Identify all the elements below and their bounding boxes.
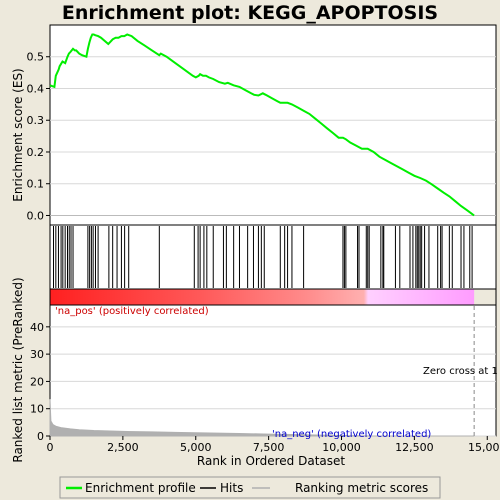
legend: Enrichment profile Hits Ranking metric s… [59,476,441,499]
metric-y-axis-label: Ranked list metric (PreRanked) [11,277,25,462]
rank-colorbar [49,288,497,306]
es-y-tick-label: 0.5 [27,51,45,64]
chart-title: Enrichment plot: KEGG_APOPTOSIS [62,2,438,24]
es-y-axis: 0.0 0.1 0.2 0.3 0.4 0.5 [27,51,50,222]
metric-y-tick-label: 40 [30,321,44,334]
x-axis: 0 2,500 5,000 7,500 10,000 12,500 15,000 [47,436,500,454]
neg-correlated-label: 'na_neg' (negatively correlated) [272,429,431,440]
es-panel: 0.0 0.1 0.2 0.3 0.4 0.5 Enrichment score (ES) [11,24,497,226]
es-y-tick-label: 0.2 [27,146,45,159]
hits-panel [49,224,497,290]
zero-cross-label: Zero cross at 1 [423,366,498,377]
metric-y-tick-label: 20 [30,375,44,388]
legend-box [59,476,441,499]
pos-correlated-label: 'na_pos' (positively correlated) [55,306,209,317]
es-y-tick-label: 0.3 [27,114,45,127]
x-tick-label: 2,500 [107,441,139,454]
es-y-tick-label: 0.1 [27,178,45,191]
es-panel-frame [49,24,497,226]
x-tick-label: 12,500 [395,441,434,454]
enrichment-profile-line [49,33,475,217]
es-y-axis-label: Enrichment score (ES) [11,68,25,201]
es-y-tick-label: 0.4 [27,82,45,95]
metric-y-tick-label: 10 [30,403,44,416]
metric-y-axis: 0 10 20 30 40 [30,321,50,443]
rank-colorbar-gradient [50,289,475,305]
metric-y-tick-label: 30 [30,348,44,361]
es-y-tick-label: 0.0 [27,209,45,222]
legend-hits-label: Hits [220,481,243,495]
hits-marks [52,226,473,288]
ranking-metric-area [49,399,475,437]
es-grid [50,56,496,216]
x-tick-label: 0 [47,441,54,454]
x-tick-label: 5,000 [180,441,212,454]
legend-enrichment-label: Enrichment profile [85,481,196,495]
legend-metric-label: Ranking metric scores [295,481,428,495]
x-tick-label: 7,500 [253,441,285,454]
metric-panel: 0 10 20 30 40 'na_pos' (positively correlate… [11,277,498,462]
x-axis-label: Rank in Ordered Dataset [197,454,345,468]
x-tick-label: 15,000 [468,441,500,454]
x-tick-label: 10,000 [322,441,361,454]
metric-y-tick-label: 0 [37,430,44,443]
